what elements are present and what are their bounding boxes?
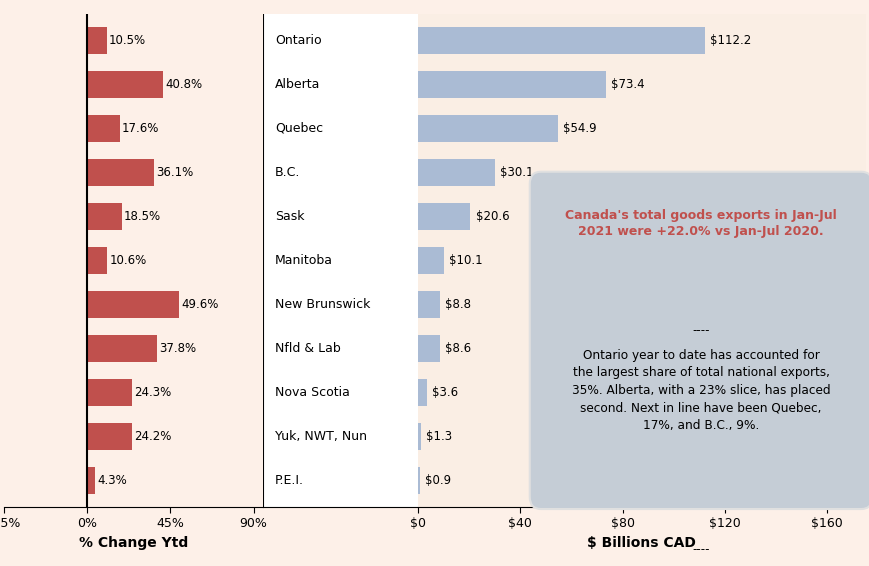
Text: 49.6%: 49.6% xyxy=(181,298,218,311)
Bar xyxy=(87,379,132,406)
Text: $1.3: $1.3 xyxy=(426,430,452,443)
Bar xyxy=(87,247,107,274)
Text: New Brunswick: New Brunswick xyxy=(275,298,370,311)
Bar xyxy=(417,379,427,406)
Text: Canada's total goods exports in Jan-Jul
2021 were +22.0% vs Jan-Jul 2020.: Canada's total goods exports in Jan-Jul … xyxy=(565,209,836,238)
Text: 17.6%: 17.6% xyxy=(122,122,159,135)
Text: $30.1: $30.1 xyxy=(500,166,533,179)
Text: Alberta: Alberta xyxy=(275,78,320,91)
Text: $3.6: $3.6 xyxy=(432,386,458,399)
Text: $112.2: $112.2 xyxy=(709,34,751,47)
Text: ----: ---- xyxy=(692,543,709,556)
Text: 4.3%: 4.3% xyxy=(97,474,127,487)
Text: $10.1: $10.1 xyxy=(448,254,481,267)
Text: 37.8%: 37.8% xyxy=(159,342,196,355)
Bar xyxy=(87,203,122,230)
Text: 36.1%: 36.1% xyxy=(156,166,193,179)
Bar xyxy=(417,247,443,274)
Bar xyxy=(87,291,179,318)
Bar xyxy=(87,423,132,450)
Bar xyxy=(417,335,439,362)
Text: 10.5%: 10.5% xyxy=(109,34,146,47)
X-axis label: $ Billions CAD: $ Billions CAD xyxy=(587,535,695,550)
Bar xyxy=(417,466,420,494)
FancyBboxPatch shape xyxy=(529,171,869,509)
Bar xyxy=(87,159,154,186)
Text: $54.9: $54.9 xyxy=(563,122,596,135)
Text: 40.8%: 40.8% xyxy=(165,78,202,91)
Bar xyxy=(417,27,704,54)
Bar xyxy=(87,27,107,54)
Text: 24.2%: 24.2% xyxy=(134,430,171,443)
Text: Nfld & Lab: Nfld & Lab xyxy=(275,342,341,355)
X-axis label: % Change Ytd: % Change Ytd xyxy=(79,535,188,550)
Bar xyxy=(87,115,120,142)
Bar xyxy=(417,159,494,186)
Text: Manitoba: Manitoba xyxy=(275,254,333,267)
Text: Sask: Sask xyxy=(275,210,304,223)
Text: 10.6%: 10.6% xyxy=(109,254,146,267)
Text: 18.5%: 18.5% xyxy=(123,210,161,223)
Text: B.C.: B.C. xyxy=(275,166,300,179)
Bar xyxy=(417,291,440,318)
Text: ----: ---- xyxy=(692,324,709,337)
Text: P.E.I.: P.E.I. xyxy=(275,474,304,487)
Bar xyxy=(417,115,558,142)
Text: Quebec: Quebec xyxy=(275,122,323,135)
Text: $73.4: $73.4 xyxy=(610,78,644,91)
Text: 24.3%: 24.3% xyxy=(135,386,171,399)
Text: Yuk, NWT, Nun: Yuk, NWT, Nun xyxy=(275,430,367,443)
Bar xyxy=(417,71,605,98)
Text: Nova Scotia: Nova Scotia xyxy=(275,386,349,399)
Text: Ontario year to date has accounted for
the largest share of total national expor: Ontario year to date has accounted for t… xyxy=(571,349,829,432)
Bar xyxy=(87,71,163,98)
Text: $20.6: $20.6 xyxy=(475,210,508,223)
Bar xyxy=(87,466,96,494)
Text: Ontario: Ontario xyxy=(275,34,322,47)
Bar xyxy=(417,423,421,450)
Text: $8.8: $8.8 xyxy=(445,298,471,311)
Text: $8.6: $8.6 xyxy=(444,342,470,355)
Bar xyxy=(417,203,470,230)
Bar xyxy=(87,335,157,362)
Text: $0.9: $0.9 xyxy=(425,474,451,487)
